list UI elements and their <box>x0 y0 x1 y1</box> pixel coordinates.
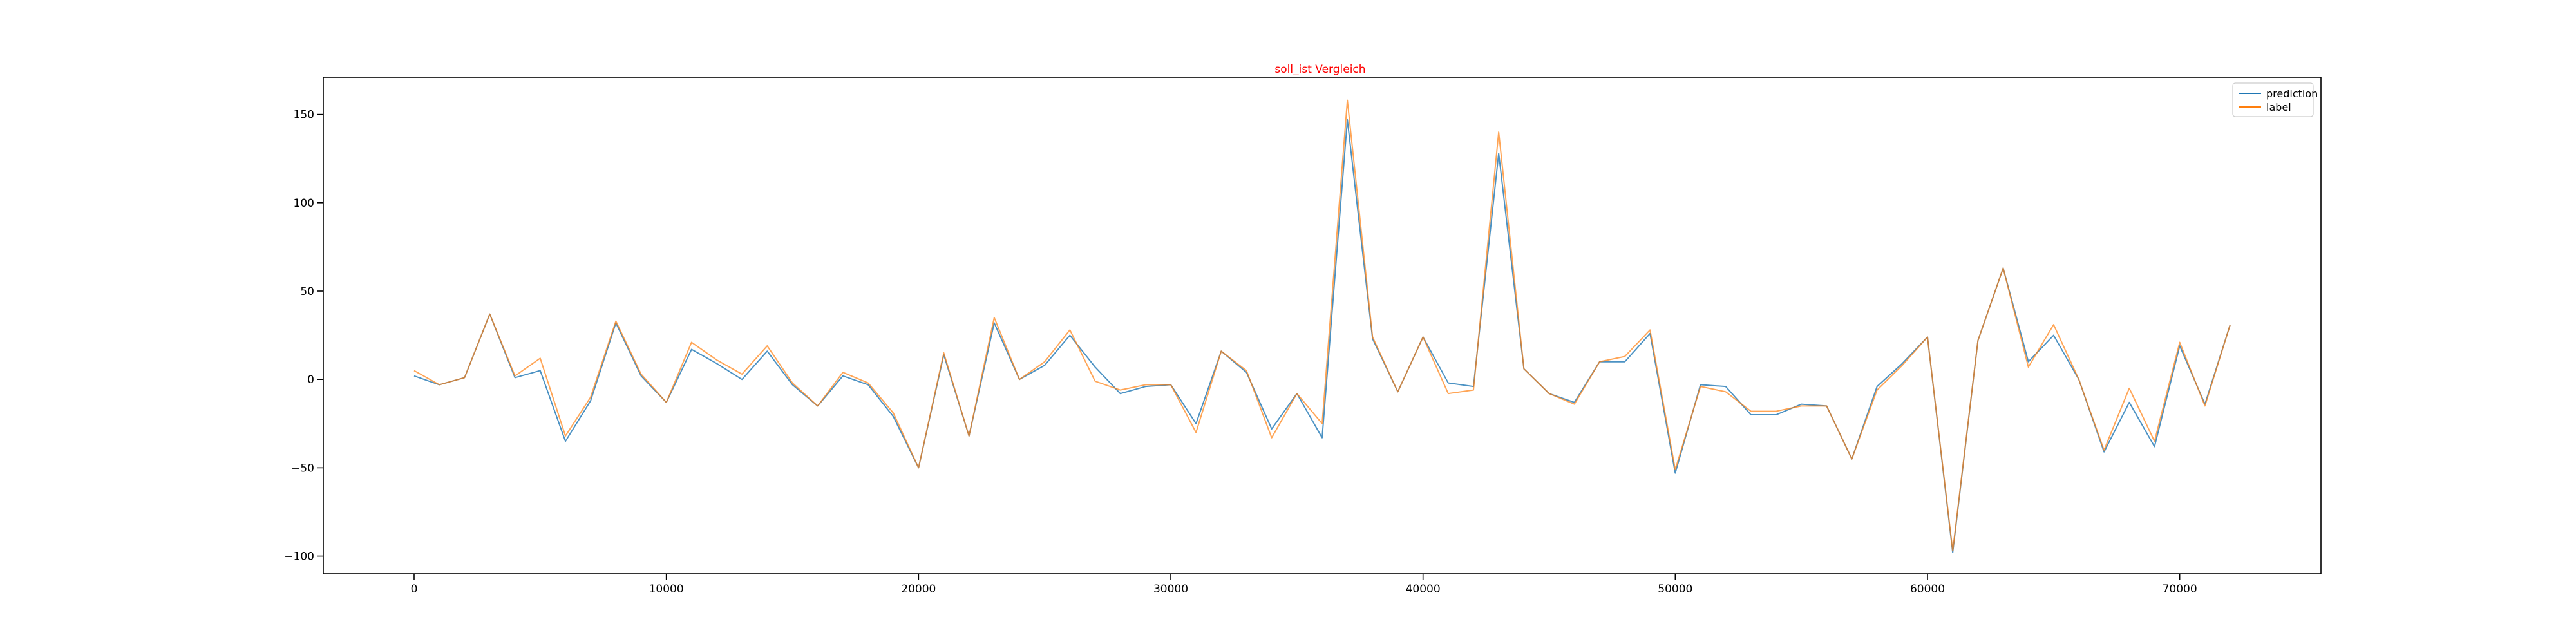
legend-label-label: label <box>2266 101 2291 113</box>
series-line-label <box>413 99 2231 552</box>
x-tick-label: 0 <box>411 583 418 596</box>
y-tick-label: −100 <box>284 551 314 564</box>
x-tick-label: 70000 <box>2163 583 2197 596</box>
axes: 0 10000 20000 30000 40000 50000 60000 70000 −100… <box>284 77 2322 596</box>
x-tick-label: 60000 <box>1910 583 1945 596</box>
y-tick-label: 100 <box>294 197 314 210</box>
x-tick-label: 10000 <box>649 583 684 596</box>
chart-title: soll_ist Vergleich <box>1274 63 1365 76</box>
y-tick-label: 50 <box>300 285 314 298</box>
legend-box <box>2232 82 2314 117</box>
y-tick-label: 150 <box>294 109 314 122</box>
x-tick-label: 30000 <box>1153 583 1188 596</box>
legend-label-prediction: prediction <box>2266 88 2318 100</box>
x-tick-label: 40000 <box>1406 583 1441 596</box>
x-tick-label: 20000 <box>901 583 936 596</box>
y-tick-label: −50 <box>291 462 314 475</box>
y-tick-label: 0 <box>307 374 314 386</box>
plot-area <box>413 99 2231 554</box>
x-tick-label: 50000 <box>1658 583 1692 596</box>
axes-frame <box>323 77 2322 574</box>
